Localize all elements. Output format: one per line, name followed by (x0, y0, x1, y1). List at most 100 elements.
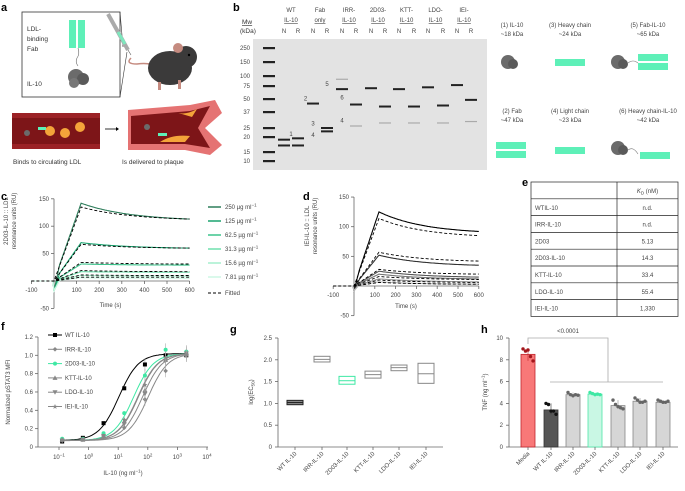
gel-band (292, 144, 304, 147)
arrow-icon (105, 127, 119, 131)
gel-band (278, 138, 290, 141)
fab-icon (69, 20, 85, 67)
il10-icon (68, 69, 89, 88)
x-tick-label: 400 (432, 293, 443, 299)
chain-icon (638, 63, 668, 70)
table-cell-name: LDO-IL-10 (535, 290, 564, 296)
ladder-label: 250 (240, 46, 251, 52)
x-tick-label: -100 (25, 288, 38, 294)
x-tick-label: 2D03-IL-10 (573, 451, 599, 477)
x-tick-label: WT IL-10 (533, 451, 555, 473)
lane-sub-label: N (340, 29, 344, 35)
linker (627, 60, 639, 64)
superscript: −1 (481, 375, 486, 381)
schematic-mw: ~18 kDa (501, 32, 524, 38)
data-point (661, 400, 665, 405)
y-axis-label-end: ) (249, 379, 255, 381)
lane-header: only (314, 18, 325, 24)
y-axis-label: 2D03-IL-10 :: LDL (4, 196, 10, 244)
vessel-ldl-icon (12, 113, 100, 149)
x-tick-label: 101 (114, 453, 124, 462)
ladder-band (263, 160, 275, 163)
data-point (611, 398, 615, 402)
y-tick-label: 50 (342, 254, 349, 260)
lane-header: KTT- (400, 8, 413, 14)
x-axis-label: Time (s) (100, 303, 122, 309)
sensorgram-line (31, 277, 190, 293)
y-tick-label: 2.5 (264, 336, 273, 342)
superscript: −1 (253, 245, 259, 250)
lane-header: IL-10 (457, 18, 471, 24)
fab-label-2: binding (27, 36, 48, 43)
gel-band (321, 130, 333, 133)
schematic-label: (5) Fab-IL-10 (630, 23, 666, 29)
fitted-line (31, 206, 190, 282)
fitted-line (31, 243, 190, 282)
panel-c-chart: 150 100 50 -50 -100 100 200 300 400 500 600 Time (s… (4, 193, 259, 313)
legend-marker (52, 347, 58, 352)
schematic-label: (1) IL-10 (501, 23, 524, 29)
lane-sub-label: R (441, 29, 446, 35)
lane-header: IL-10 (400, 18, 414, 24)
data-point (526, 348, 530, 352)
x-tick-label: 200 (94, 288, 105, 294)
table-cell-name: KTT-IL-10 (535, 273, 562, 279)
panel-label-c: c (1, 191, 7, 203)
y-tick-label: 150 (39, 197, 50, 203)
panel-e-table: KD (nM) WTIL-10 n.d. IRR-IL-10 n.d. 2D03 5.13 2… (530, 181, 679, 317)
syringe-icon (106, 13, 132, 56)
lane-sub-label: N (311, 29, 315, 35)
x-tick-label: 500 (162, 288, 173, 294)
schematic-label: (3) Heavy chain (549, 23, 591, 29)
table-cell-kd: 5.13 (642, 239, 654, 245)
legend-label: 2D03-IL-10 (65, 362, 96, 368)
lane-sub-label: N (455, 29, 459, 35)
data-point (666, 399, 670, 403)
data-point (122, 386, 127, 391)
y-tick-label: 1.2 (25, 335, 34, 341)
data-point (142, 373, 147, 378)
ladder-label: 15 (243, 150, 250, 156)
panel-label-g: g (230, 324, 237, 336)
x-tick-label: IEI-IL-10 (409, 451, 430, 472)
ladder-band (263, 111, 275, 114)
x-tick-label: 100 (72, 288, 83, 294)
y-tick-label: 0.4 (25, 408, 34, 414)
kd-symbol: K (637, 189, 642, 195)
x-tick-label: 400 (139, 288, 150, 294)
subscript: 50 (251, 381, 256, 387)
band-number: 2 (304, 96, 308, 102)
lane-header: IRR- (343, 8, 355, 14)
y-tick-label: 150 (339, 195, 350, 201)
superscript: −1 (135, 469, 141, 474)
legend-label: WT IL-10 (65, 333, 90, 339)
data-point (566, 390, 570, 395)
caption-left: Binds to circulating LDL (13, 159, 82, 166)
table-cell-kd: 1,330 (640, 307, 656, 313)
legend-marker (53, 333, 57, 337)
lane-sub-label: R (412, 29, 417, 35)
ladder-label: 100 (240, 74, 251, 80)
gel-band (350, 103, 362, 106)
x-tick-label: IEI-IL-10 (646, 451, 667, 472)
x-tick-label: 103 (173, 453, 183, 462)
data-point (528, 354, 533, 359)
ladder-band (263, 85, 275, 88)
legend-label: 7.81 µg ml−1 (225, 273, 259, 282)
bar (632, 400, 648, 448)
x-tick-label: WT IL-10 (277, 451, 299, 473)
chain-icon (555, 59, 585, 66)
gel-band (321, 127, 333, 129)
ladder-label: 25 (243, 126, 250, 132)
schematic-mw: ~47 kDa (501, 118, 524, 124)
legend-label: 15.6 µg ml−1 (225, 259, 259, 268)
superscript: 1 (120, 453, 123, 458)
lane-header: 2D03- (370, 8, 386, 14)
chain-icon (638, 54, 668, 61)
bar (587, 393, 603, 448)
legend-label: 125 µg ml−1 (225, 217, 257, 226)
data-point (80, 437, 86, 443)
ladder-label: 75 (243, 84, 250, 90)
significance-bracket (527, 337, 609, 382)
